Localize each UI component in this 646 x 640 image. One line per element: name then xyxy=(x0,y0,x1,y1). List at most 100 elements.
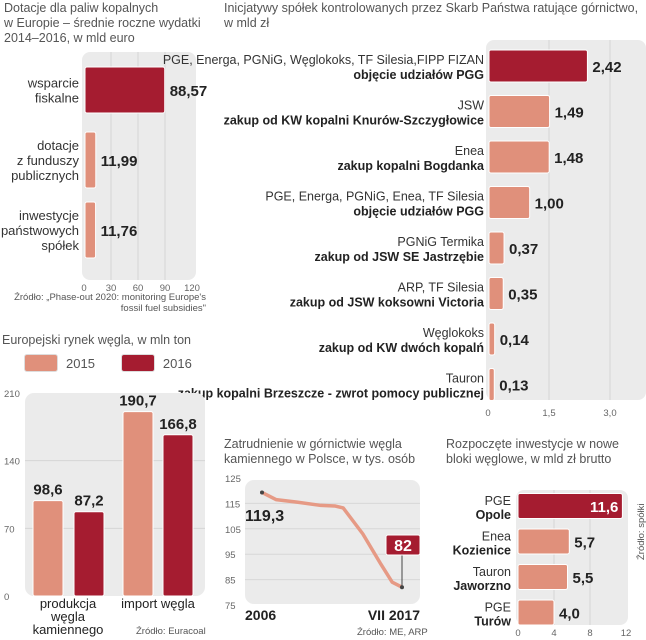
y-tick-label: 125 xyxy=(225,474,241,485)
bar xyxy=(488,95,551,128)
legend-item-2015: 2015 xyxy=(24,354,95,372)
company-label: Tauron xyxy=(446,372,484,386)
company-label: PGNiG Termika xyxy=(397,235,484,249)
value-label: 1,49 xyxy=(555,105,584,122)
value-label: 0,13 xyxy=(499,378,528,395)
value-label: 0,35 xyxy=(508,287,537,304)
company-label: Węglokoks xyxy=(423,326,484,340)
bar xyxy=(517,599,555,626)
value-label: 11,76 xyxy=(101,223,138,240)
value-label: 190,7 xyxy=(119,393,157,410)
value-label: 88,57 xyxy=(170,83,208,100)
end-value-box xyxy=(385,534,421,556)
value-label: 4,0 xyxy=(559,606,580,623)
value-label: 98,6 xyxy=(33,482,62,499)
company-label: Tauron xyxy=(473,565,511,579)
bar xyxy=(517,493,623,519)
site-label: Jaworzno xyxy=(453,579,511,593)
bar xyxy=(122,411,154,597)
plot-background xyxy=(25,393,205,596)
value-label: 5,7 xyxy=(574,535,595,552)
new-units-source: Źródło: spółki xyxy=(636,503,646,561)
bar xyxy=(32,500,64,597)
value-label: 5,5 xyxy=(573,570,594,587)
plot-background xyxy=(245,480,420,604)
coal-market-legend: 2015 2016 xyxy=(24,354,218,372)
bar xyxy=(488,277,504,310)
start-point xyxy=(260,490,264,495)
action-label: objęcie udziałów PGG xyxy=(353,205,484,219)
category-label: import węgla xyxy=(121,596,195,611)
company-label: Enea xyxy=(482,530,511,544)
site-label: Kozienice xyxy=(453,544,511,558)
x-tick-label: 0 xyxy=(515,628,520,639)
subsidies-title-line: Dotacje dla paliw kopalnych xyxy=(4,1,159,15)
action-label: zakup od KW dwóch kopalń xyxy=(319,341,484,355)
bar xyxy=(488,231,505,265)
bar xyxy=(84,66,166,114)
x-label-end: VII 2017 xyxy=(368,607,420,623)
employment-title-line: Zatrudnienie w górnictwie węgla xyxy=(224,437,402,451)
y-tick-label: 115 xyxy=(225,499,240,510)
coal-market-title: Europejski rynek węgla, w mln ton xyxy=(2,333,191,347)
state-companies-title-line: Inicjatywy spółek kontrolowanych przez S… xyxy=(224,1,639,15)
subsidies-source: Źródło: „Phase-out 2020: monitoring Euro… xyxy=(14,292,206,314)
subsidies-title-line: w Europie – średnie roczne wydatki xyxy=(4,16,201,30)
x-tick-label: 120 xyxy=(184,283,200,294)
category-label: inwestycje xyxy=(19,208,79,223)
company-label: ARP, TF Silesia xyxy=(398,281,484,295)
legend-label-2016: 2016 xyxy=(162,355,192,371)
x-label-start: 2006 xyxy=(245,607,276,623)
company-label: PGE, Energa, PGNiG, Węglokoks, TF Silesi… xyxy=(163,53,484,67)
new-units-title-line: bloki węglowe, w mld zł brutto xyxy=(446,452,612,466)
new-units-title-line: Rozpoczęte inwestycje w nowe xyxy=(446,437,619,451)
action-label: zakup kopalni Brzeszcze - zwrot pomocy p… xyxy=(178,387,484,401)
coal-market-source: Źródło: Euracoal xyxy=(136,626,206,637)
value-label: 166,8 xyxy=(159,416,197,433)
state-companies-title: Inicjatywy spółek kontrolowanych przez S… xyxy=(224,1,638,31)
category-label: kamiennego xyxy=(33,622,104,637)
subsidies-title: Dotacje dla paliw kopalnych w Europie – … xyxy=(4,1,201,46)
value-label: 1,48 xyxy=(554,150,583,167)
plot-background xyxy=(516,490,628,625)
value-label: 11,6 xyxy=(590,499,618,516)
action-label: zakup od JSW koksowni Victoria xyxy=(290,296,485,310)
legend-item-2016: 2016 xyxy=(120,354,192,372)
company-label: JSW xyxy=(458,99,485,113)
action-label: zakup od JSW SE Jastrzębie xyxy=(315,250,485,264)
subsidies-title-line: 2014–2016, w mld euro xyxy=(4,31,135,45)
legend-swatch-2015 xyxy=(24,354,58,372)
bar xyxy=(84,201,97,259)
series-line xyxy=(260,490,404,589)
x-tick-label: 90 xyxy=(160,283,171,294)
category-label: fiskalne xyxy=(35,91,79,106)
value-label: 1,00 xyxy=(535,196,564,213)
bar xyxy=(488,49,588,83)
source-line: Źródło: „Phase-out 2020: monitoring Euro… xyxy=(14,292,206,303)
bar xyxy=(488,322,496,356)
x-tick-label: 12 xyxy=(621,628,632,639)
new-units-title: Rozpoczęte inwestycje w nowe bloki węglo… xyxy=(446,437,619,467)
x-tick-label: 4 xyxy=(551,628,556,639)
value-label: 87,2 xyxy=(74,493,103,510)
value-label: 2,42 xyxy=(592,59,621,76)
category-label: produkcja xyxy=(40,596,97,611)
category-label: państwowych xyxy=(1,223,79,238)
company-label: PGE, Energa, PGNiG, Enea, TF Silesia xyxy=(265,190,484,204)
value-label: 0,14 xyxy=(500,332,530,349)
y-tick-label: 210 xyxy=(4,389,20,400)
site-label: Opole xyxy=(476,508,511,522)
y-tick-label: 105 xyxy=(225,525,241,536)
category-label: wsparcie xyxy=(27,76,79,91)
site-label: Turów xyxy=(474,615,511,629)
y-tick-label: 0 xyxy=(4,592,9,603)
bar xyxy=(488,140,550,174)
y-tick-label: 75 xyxy=(225,601,236,612)
bar xyxy=(488,186,531,219)
company-label: PGE xyxy=(485,601,511,615)
employment-title: Zatrudnienie w górnictwie węgla kamienne… xyxy=(224,437,415,467)
category-label: dotacje xyxy=(37,138,79,153)
